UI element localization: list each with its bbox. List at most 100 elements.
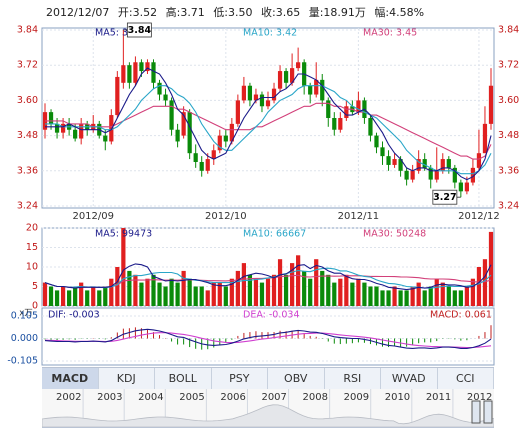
volume-bar [302, 270, 307, 306]
stock-chart: 3.24 3.24 3.36 3.36 3.48 3.48 3.60 3.60 3.72 3.72… [7, 22, 519, 366]
candle-body [386, 156, 391, 165]
quote-close: 收:3.65 [261, 6, 301, 19]
candle-body [163, 94, 168, 101]
ma30-line [45, 102, 492, 160]
timeline-year-label: 2005 [179, 392, 204, 403]
axis-tick-label: 3.84 [498, 25, 519, 36]
volume-bar [253, 278, 259, 306]
annotation-text: 3.84 [128, 25, 152, 36]
volume-bar [380, 290, 385, 306]
volume-bar [398, 290, 403, 306]
volume-bar [277, 259, 283, 306]
axis-tick-label: 5 [32, 281, 38, 292]
range-handle-left [471, 400, 481, 424]
volume-bar [452, 290, 457, 306]
volume-bar [488, 231, 494, 306]
volume-bar [109, 278, 114, 306]
axis-tick-label: 10 [26, 262, 38, 273]
candle-body [308, 85, 313, 95]
volume-bar [271, 274, 277, 306]
volume-bar [386, 290, 391, 306]
volume-unit: x万 [19, 309, 33, 319]
volume-bar [241, 263, 247, 306]
volume-bar [133, 274, 138, 306]
candle-body [452, 167, 457, 183]
candle-body [54, 123, 60, 133]
volume-bar [229, 278, 234, 306]
timeline-overview: 2002 2003 2004 2005 2006 2007 2008 2009 2010 2011… [41, 389, 495, 428]
timeline-area [41, 404, 495, 428]
tab-macd[interactable]: MACD [42, 368, 99, 389]
timeline-year-label: 2007 [261, 392, 286, 403]
ma5-line [45, 67, 492, 181]
volume-bar [350, 282, 355, 306]
volume-bar [67, 290, 72, 306]
quote-high: 高:3.71 [165, 6, 205, 19]
candle-body [211, 150, 216, 160]
volume-ma5-line [44, 263, 492, 291]
candle-body [115, 76, 120, 116]
candle-body [133, 62, 138, 83]
candle-body [440, 159, 445, 171]
timeline-year-label: 2011 [426, 392, 451, 403]
volume-bar [434, 278, 439, 306]
volume-bar [410, 286, 415, 306]
volume-bar [446, 286, 451, 306]
tab-rsi[interactable]: RSI [325, 368, 381, 389]
volume-bar [320, 270, 325, 306]
candle-body [338, 118, 343, 130]
timeline-year-label: 2010 [385, 392, 410, 403]
axis-tick-label: 0.105 [11, 311, 38, 322]
volume-bar [79, 282, 84, 306]
volume-bar [356, 278, 361, 306]
tab-cci[interactable]: CCI [438, 368, 494, 389]
candle-body [73, 129, 78, 139]
volume-bar [247, 274, 253, 306]
candle-body [60, 123, 66, 133]
tab-psy[interactable]: PSY [212, 368, 268, 389]
candle-body [314, 79, 319, 95]
candle-body [109, 115, 114, 142]
volume-bar [199, 286, 204, 306]
volume-bar [362, 282, 367, 306]
volume-bar [54, 290, 60, 306]
tab-kdj[interactable]: KDJ [99, 368, 155, 389]
candle-body [229, 123, 234, 142]
ma10-line [45, 85, 492, 175]
volume-bar [205, 290, 210, 306]
volume-bar [121, 228, 126, 306]
candle-body [265, 100, 271, 107]
axis-tick-label: 3.36 [498, 165, 519, 176]
volume-bar [181, 270, 186, 306]
history-timeline[interactable]: 2002 2003 2004 2005 2006 2007 2008 2009 2010 2011… [41, 389, 495, 428]
tab-boll[interactable]: BOLL [155, 368, 212, 389]
volume-bar [91, 286, 96, 306]
volume-bar [470, 278, 476, 306]
candle-body [241, 85, 247, 101]
volume-bar [283, 274, 289, 306]
candle-body [374, 135, 379, 148]
tab-obv[interactable]: OBV [268, 368, 325, 389]
candle-body [121, 65, 126, 83]
candle-body [326, 100, 331, 118]
price-legend-item: MA5: 3.48 [95, 28, 143, 39]
candle-body [380, 147, 385, 157]
candle-body [296, 62, 301, 69]
volume-bar [169, 278, 174, 306]
volume-bar [115, 267, 120, 306]
macd-legend-item: MACD: 0.061 [430, 310, 492, 321]
x-axis-label: 2012/10 [205, 211, 247, 222]
axis-tick-label: 20 [26, 223, 38, 234]
candle-body [332, 118, 337, 130]
volume-bar [97, 290, 102, 306]
volume-bar [476, 267, 482, 306]
candle-body [356, 100, 361, 113]
volume-bar [103, 286, 108, 306]
axis-tick-label: 3.48 [17, 130, 38, 141]
volume-bar [289, 263, 295, 306]
tab-wvad[interactable]: WVAD [381, 368, 438, 389]
candle-body [145, 62, 150, 72]
annotation-box [432, 189, 458, 205]
macd-legend-item: DEA: -0.034 [243, 310, 300, 321]
x-axis-label: 2012/09 [72, 211, 114, 222]
